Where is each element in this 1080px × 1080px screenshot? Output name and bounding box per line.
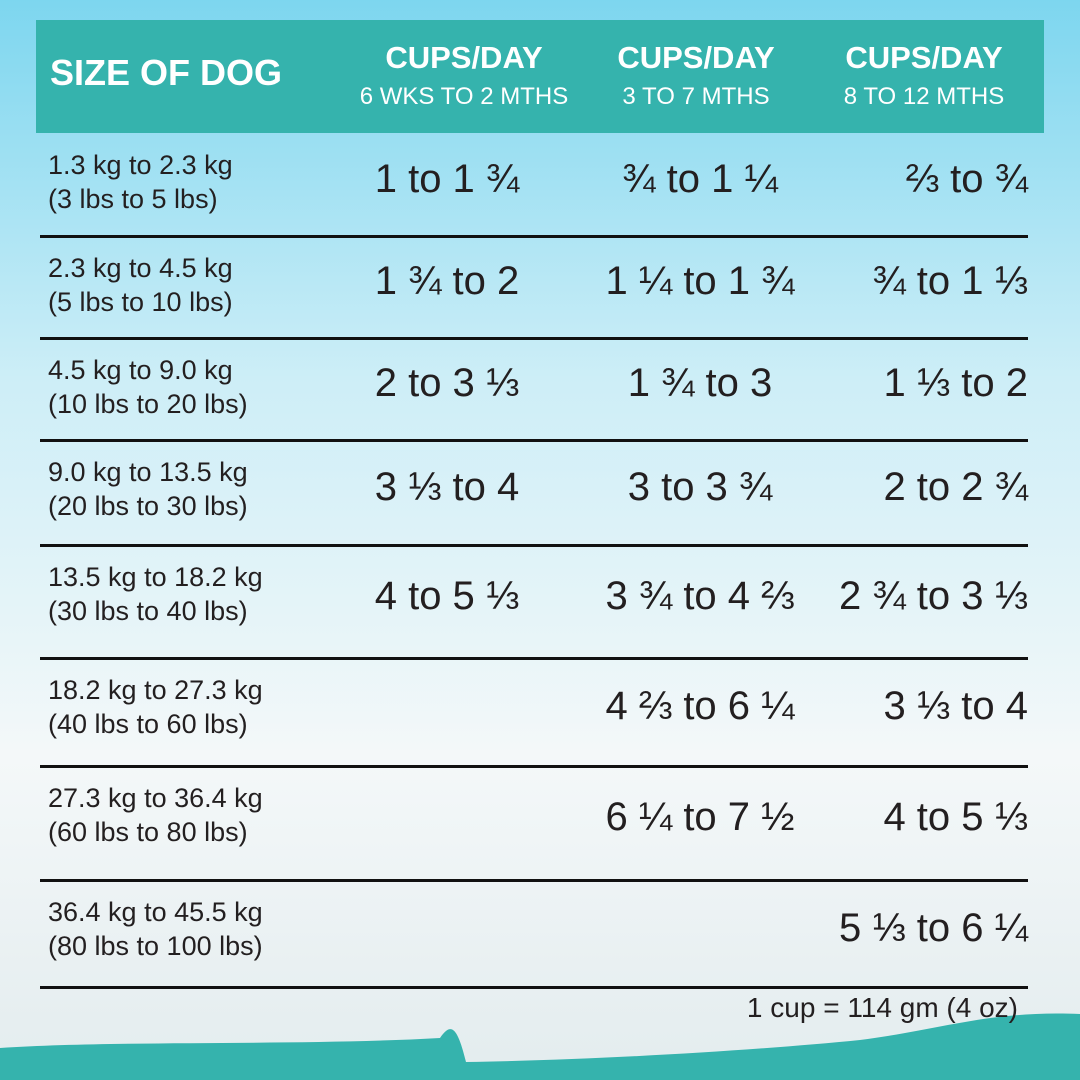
cups-value: 3 to 3 ¾ [627, 464, 773, 509]
footnote: 1 cup = 114 gm (4 oz) [746, 992, 1018, 1023]
cups-value: 1 ⅓ to 2 [883, 361, 1028, 405]
size-lbs: (3 lbs to 5 lbs) [48, 184, 218, 214]
cups-value: 4 ⅔ to 6 ¼ [605, 684, 795, 728]
cups-value: 4 to 5 ⅓ [374, 573, 520, 618]
cups-value: 3 ⅓ to 4 [374, 464, 520, 509]
size-lbs: (10 lbs to 20 lbs) [48, 389, 248, 419]
size-kg: 18.2 kg to 27.3 kg [48, 675, 263, 705]
cups-value: 1 to 1 ¾ [374, 156, 520, 201]
cups-value: 1 ¼ to 1 ¾ [605, 259, 795, 303]
cups-value: 4 to 5 ⅓ [883, 795, 1028, 839]
row-rule [40, 337, 1028, 340]
size-lbs: (20 lbs to 30 lbs) [48, 491, 248, 521]
header-band [36, 20, 1044, 133]
cups-value: 2 to 3 ⅓ [374, 361, 520, 405]
row-rule [40, 657, 1028, 660]
size-kg: 13.5 kg to 18.2 kg [48, 562, 263, 592]
header-title: CUPS/DAY [385, 40, 543, 75]
size-lbs: (40 lbs to 60 lbs) [48, 709, 248, 739]
row-rule [40, 879, 1028, 882]
cups-value: ¾ to 1 ⅓ [872, 259, 1028, 303]
size-kg: 9.0 kg to 13.5 kg [48, 457, 248, 487]
size-kg: 27.3 kg to 36.4 kg [48, 783, 263, 813]
cups-value: 6 ¼ to 7 ½ [605, 795, 795, 839]
size-lbs: (30 lbs to 40 lbs) [48, 596, 248, 626]
row-rule [40, 439, 1028, 442]
header-subtitle: 3 TO 7 MTHS [622, 83, 770, 110]
cups-value: ¾ to 1 ¼ [622, 156, 778, 201]
header-subtitle: 6 WKS TO 2 MTHS [359, 83, 569, 110]
header-title: CUPS/DAY [845, 40, 1003, 75]
size-kg: 2.3 kg to 4.5 kg [48, 253, 233, 283]
size-kg: 4.5 kg to 9.0 kg [48, 355, 233, 385]
cups-value: 3 ¾ to 4 ⅔ [605, 573, 795, 618]
size-kg: 36.4 kg to 45.5 kg [48, 897, 263, 927]
size-kg: 1.3 kg to 2.3 kg [48, 150, 233, 180]
header-title: SIZE OF DOG [50, 52, 283, 93]
header-subtitle: 8 TO 12 MTHS [843, 83, 1005, 110]
cups-value: 1 ¾ to 2 [374, 259, 520, 303]
cups-value: 1 ¾ to 3 [627, 361, 773, 405]
row-rule [40, 544, 1028, 547]
cups-value: 3 ⅓ to 4 [883, 684, 1028, 728]
row-rule [40, 235, 1028, 238]
cups-value: 5 ⅓ to 6 ¼ [838, 905, 1028, 950]
header-title: CUPS/DAY [617, 40, 775, 75]
size-lbs: (80 lbs to 100 lbs) [48, 931, 263, 961]
cups-value: 2 ¾ to 3 ⅓ [838, 573, 1028, 618]
size-lbs: (5 lbs to 10 lbs) [48, 287, 233, 317]
size-lbs: (60 lbs to 80 lbs) [48, 817, 248, 847]
cups-value: 2 to 2 ¾ [883, 464, 1028, 509]
cups-value: ⅔ to ¾ [905, 156, 1028, 201]
row-rule [40, 986, 1028, 989]
row-rule [40, 765, 1028, 768]
